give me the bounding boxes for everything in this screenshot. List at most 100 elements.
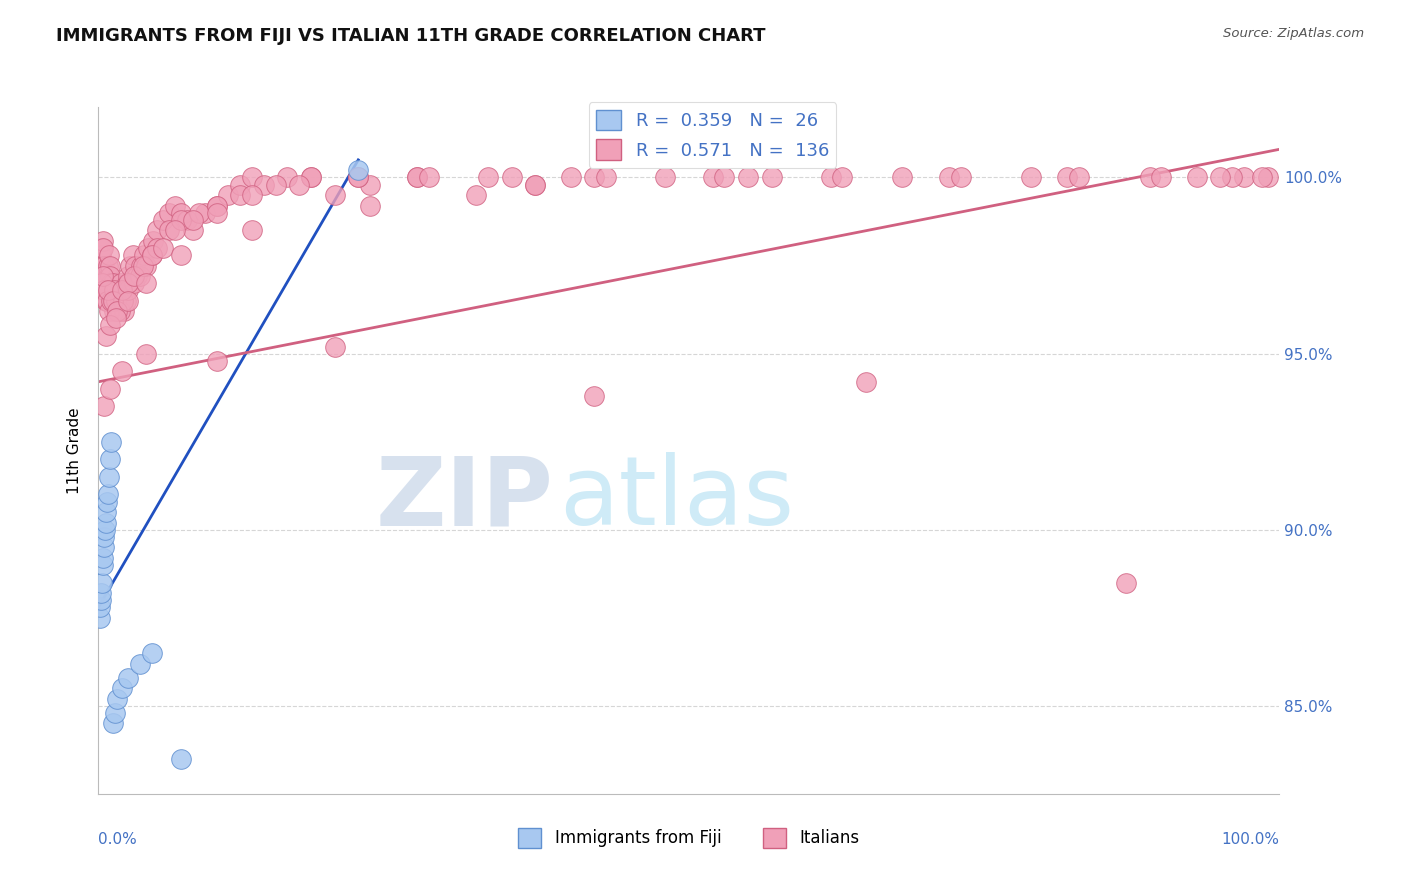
- Point: [181, 212, 204, 227]
- Point: [101, 283, 124, 297]
- Point: [761, 170, 783, 185]
- Point: [205, 353, 228, 368]
- Point: [713, 170, 735, 185]
- Point: [96, 283, 118, 297]
- Point: [205, 199, 228, 213]
- Point: [165, 223, 187, 237]
- Point: [105, 293, 128, 308]
- Point: [654, 170, 676, 185]
- Point: [105, 283, 128, 297]
- Point: [141, 248, 163, 262]
- Point: [288, 178, 311, 192]
- Point: [501, 170, 523, 185]
- Point: [347, 170, 370, 185]
- Point: [465, 188, 488, 202]
- Point: [141, 646, 163, 660]
- Point: [1185, 170, 1208, 185]
- Point: [134, 248, 156, 262]
- Point: [105, 691, 128, 706]
- Point: [1150, 170, 1173, 185]
- Point: [323, 188, 346, 202]
- Point: [104, 706, 127, 720]
- Y-axis label: 11th Grade: 11th Grade: [67, 407, 83, 494]
- Point: [831, 170, 853, 185]
- Point: [91, 241, 114, 255]
- Point: [91, 241, 114, 255]
- Point: [91, 269, 114, 284]
- Point: [135, 276, 157, 290]
- Point: [93, 269, 115, 284]
- Point: [94, 516, 117, 530]
- Point: [194, 205, 217, 219]
- Point: [205, 205, 228, 219]
- Point: [122, 276, 145, 290]
- Point: [142, 234, 165, 248]
- Point: [264, 178, 287, 192]
- Point: [97, 259, 120, 273]
- Point: [359, 199, 381, 213]
- Point: [299, 170, 322, 185]
- Legend: Immigrants from Fiji, Italians: Immigrants from Fiji, Italians: [512, 822, 866, 855]
- Point: [98, 304, 121, 318]
- Point: [98, 452, 121, 467]
- Point: [1250, 170, 1272, 185]
- Point: [135, 346, 157, 360]
- Point: [406, 170, 429, 185]
- Point: [418, 170, 440, 185]
- Point: [103, 304, 125, 318]
- Point: [96, 276, 118, 290]
- Point: [170, 752, 193, 766]
- Point: [100, 283, 122, 297]
- Point: [93, 283, 115, 297]
- Point: [98, 382, 121, 396]
- Point: [112, 293, 135, 308]
- Point: [91, 550, 114, 565]
- Point: [114, 293, 136, 308]
- Point: [229, 188, 252, 202]
- Point: [820, 170, 842, 185]
- Point: [97, 269, 120, 284]
- Point: [129, 259, 152, 273]
- Point: [477, 170, 499, 185]
- Point: [93, 259, 115, 273]
- Point: [112, 304, 135, 318]
- Point: [1209, 170, 1232, 185]
- Point: [949, 170, 972, 185]
- Point: [141, 248, 163, 262]
- Point: [117, 293, 139, 308]
- Point: [524, 178, 547, 192]
- Point: [103, 293, 125, 308]
- Point: [890, 170, 912, 185]
- Point: [101, 293, 124, 308]
- Point: [938, 170, 960, 185]
- Point: [205, 199, 228, 213]
- Point: [128, 269, 150, 284]
- Point: [146, 223, 169, 237]
- Point: [702, 170, 724, 185]
- Point: [91, 558, 114, 572]
- Point: [121, 248, 143, 262]
- Point: [111, 364, 134, 378]
- Point: [93, 530, 115, 544]
- Point: [103, 276, 125, 290]
- Point: [347, 170, 370, 185]
- Point: [120, 259, 142, 273]
- Point: [176, 212, 198, 227]
- Point: [93, 541, 115, 555]
- Point: [240, 170, 263, 185]
- Point: [135, 259, 157, 273]
- Point: [181, 223, 204, 237]
- Point: [347, 163, 370, 178]
- Point: [91, 575, 114, 590]
- Point: [217, 188, 239, 202]
- Point: [108, 293, 131, 308]
- Text: IMMIGRANTS FROM FIJI VS ITALIAN 11TH GRADE CORRELATION CHART: IMMIGRANTS FROM FIJI VS ITALIAN 11TH GRA…: [56, 27, 766, 45]
- Point: [101, 293, 124, 308]
- Point: [94, 293, 117, 308]
- Point: [583, 389, 606, 403]
- Point: [165, 199, 187, 213]
- Point: [98, 269, 121, 284]
- Point: [111, 283, 134, 297]
- Point: [100, 293, 122, 308]
- Point: [115, 276, 138, 290]
